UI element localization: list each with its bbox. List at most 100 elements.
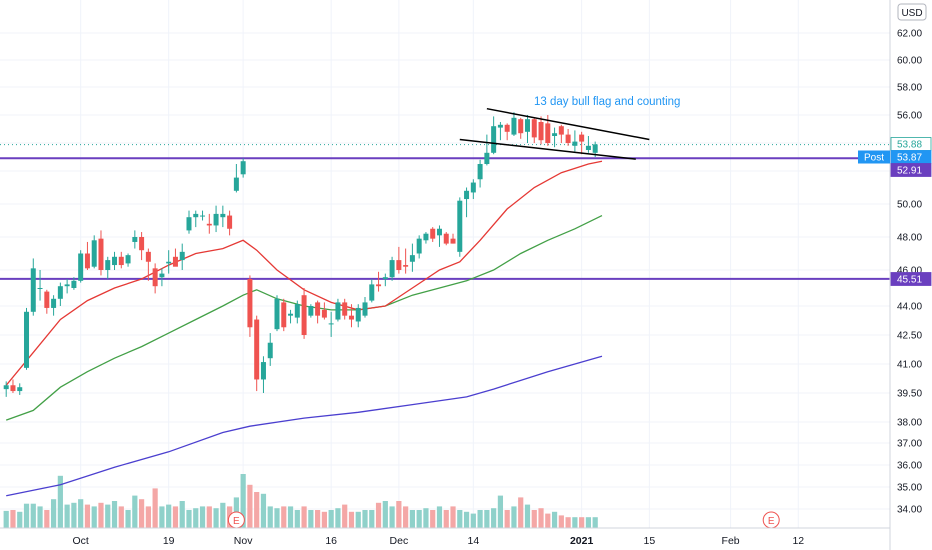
price-tag-box: [890, 163, 932, 177]
candle-body: [315, 302, 321, 316]
candle-body: [558, 126, 564, 135]
bull-flag-lines: [459, 107, 650, 160]
candles: [3, 112, 598, 397]
candle-body: [308, 306, 314, 316]
volume-bar: [396, 501, 402, 528]
volume-bar: [57, 475, 63, 528]
candle-body: [457, 200, 463, 252]
volume-bar: [199, 506, 206, 528]
volume-bar: [220, 502, 226, 528]
volume-bar: [579, 517, 585, 528]
volume-bar: [152, 488, 158, 528]
candle-body: [335, 302, 341, 320]
volume-bar: [477, 510, 483, 528]
grid: [0, 0, 890, 528]
volume-bar: [267, 506, 273, 528]
candle-body: [430, 228, 436, 239]
candle-body: [450, 238, 456, 244]
volume-bar: [335, 508, 341, 528]
time-tick-label: Nov: [234, 535, 253, 547]
volume-bar: [206, 506, 212, 528]
volume-bar: [213, 508, 219, 528]
volume-bar: [125, 510, 131, 528]
candle-body: [132, 237, 138, 242]
volume-bar: [497, 495, 504, 528]
candle-body: [260, 362, 266, 380]
volume-bar: [545, 513, 551, 528]
volume-bar: [565, 517, 571, 528]
candle-body: [24, 311, 30, 368]
price-tag-label: 53.88: [897, 140, 922, 151]
price-tick-label: 35.00: [897, 483, 922, 494]
candle-body: [396, 260, 402, 270]
candle-body: [355, 307, 361, 322]
candle-body: [443, 233, 449, 244]
volume-bar: [511, 506, 517, 528]
candle-body: [389, 260, 395, 278]
volume-bar: [369, 510, 375, 528]
candle-body: [233, 177, 239, 191]
candle-body: [470, 182, 476, 193]
candle-body: [524, 119, 530, 132]
time-tick-label: 16: [325, 535, 337, 547]
candle-body: [369, 284, 375, 301]
volume-bar: [64, 504, 70, 528]
volume-bar: [287, 506, 294, 528]
candle-body: [565, 134, 571, 143]
candle-body: [592, 144, 598, 153]
candle-body: [78, 253, 84, 281]
volume-bar: [186, 510, 192, 528]
candle-body: [172, 256, 178, 267]
volume-bar: [139, 499, 145, 528]
candle-body: [44, 291, 50, 308]
volume-bar: [315, 510, 321, 528]
price-tick-label: 60.00: [897, 56, 922, 67]
candle-body: [112, 256, 118, 266]
volume-bar: [463, 511, 470, 528]
candle-body: [220, 213, 226, 218]
candle-body: [409, 255, 415, 262]
candle-body: [166, 261, 172, 264]
candle-body: [497, 124, 503, 128]
volume-bar: [166, 504, 172, 528]
currency-button[interactable]: USD: [897, 3, 927, 21]
volume-bar: [105, 504, 111, 528]
volume-bar: [240, 474, 246, 528]
volume-bar: [294, 510, 300, 528]
volume-bar: [585, 517, 592, 528]
candle-body: [91, 240, 97, 267]
candle-body: [125, 255, 131, 264]
volume-bar: [132, 495, 138, 528]
price-tick-label: 48.00: [897, 233, 922, 244]
volume-bar: [436, 506, 443, 528]
candle-body: [139, 237, 145, 251]
price-tick-label: 41.00: [897, 360, 922, 371]
candle-body: [240, 161, 246, 175]
volume-bar: [592, 517, 598, 528]
volume-bar: [17, 511, 23, 528]
flag-line: [486, 107, 650, 141]
volume-bar: [3, 510, 9, 528]
volume-bar: [179, 501, 185, 528]
candle-body: [294, 304, 300, 318]
candle-body: [281, 302, 287, 328]
flag-annotation: 13 day bull flag and counting: [534, 96, 680, 108]
volume-bar: [348, 511, 355, 528]
candle-body: [71, 280, 77, 288]
volume-bar: [551, 511, 558, 528]
candle-body: [213, 213, 219, 226]
candle-body: [321, 309, 327, 318]
time-tick-label: Feb: [722, 535, 740, 547]
candle-body: [17, 387, 23, 392]
volume-bar: [111, 501, 118, 528]
candle-body: [274, 298, 280, 330]
volume-bar: [342, 504, 348, 528]
price-tick-label: 58.00: [897, 83, 922, 94]
volume-bar: [409, 510, 415, 528]
candle-body: [403, 265, 409, 267]
candle-body: [423, 233, 429, 241]
volume-bar: [524, 504, 531, 528]
volume-bar: [375, 502, 382, 528]
